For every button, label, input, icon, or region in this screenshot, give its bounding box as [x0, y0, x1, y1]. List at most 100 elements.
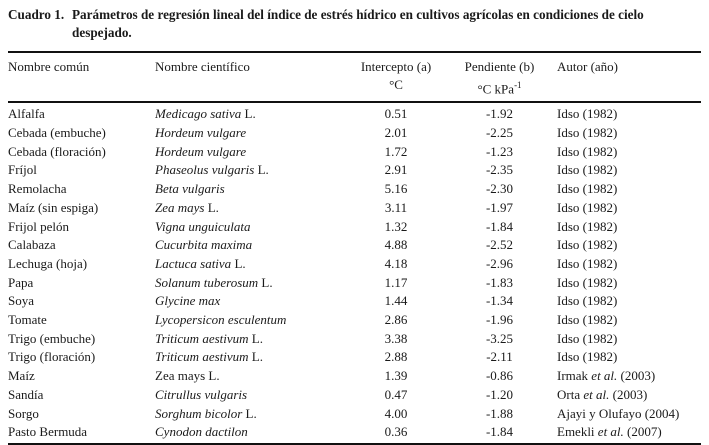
author-name: Idso (1982): [557, 274, 618, 290]
intercept-cell: 0.51: [384, 106, 408, 122]
common-name-cell: Sandía: [8, 386, 44, 402]
common-name-cell: Alfalfa: [8, 106, 45, 122]
table-row: Pasto Bermuda Cynodon dactilon 0.36 -1.84 Em…: [8, 423, 701, 444]
slope-cell: -1.83: [485, 274, 514, 290]
scientific-name-suffix: L.: [248, 330, 263, 346]
scientific-name-cell: Zea mays L.: [155, 199, 350, 218]
author-cell: Idso (1982): [557, 330, 701, 349]
author-cell: Emekli et al. (2007): [557, 423, 701, 444]
slope-cell: -2.25: [485, 125, 514, 141]
common-name-cell: Papa: [8, 274, 34, 290]
author-cell: Idso (1982): [557, 274, 701, 293]
table-row: Sorgo Sorghum bicolor L. 4.00 -1.88 Ajayi y …: [8, 405, 701, 424]
scientific-name-italic: Cynodon dactilon: [155, 424, 248, 440]
intercept-cell: 4.00: [384, 405, 408, 421]
slope-cell: -1.88: [485, 405, 514, 421]
intercept-cell: 2.91: [384, 162, 408, 178]
author-name: Idso (1982): [557, 312, 618, 328]
table-row: Cebada (floración) Hordeum vulgare 1.72 -1.…: [8, 143, 701, 162]
scientific-name-suffix: L.: [231, 255, 246, 271]
table-row: Tomate Lycopersicon esculentum 2.86 -1.96 Id…: [8, 311, 701, 330]
scientific-name-italic: Hordeum vulgare: [155, 125, 247, 141]
col-header-author: Autor (año): [557, 59, 619, 74]
scientific-name-suffix: Zea mays L.: [155, 368, 220, 384]
table-row: Frijol pelón Vigna unguiculata 1.32 -1.84 Id…: [8, 218, 701, 237]
scientific-name-italic: Citrullus vulgaris: [155, 386, 248, 402]
slope-cell: -1.97: [485, 199, 514, 215]
table-body: Alfalfa Medicago sativa L. 0.51 -1.92 Idso (…: [8, 102, 701, 444]
table-row: Soya Glycine max 1.44 -1.34 Idso (1982): [8, 292, 701, 311]
author-cell: Idso (1982): [557, 102, 701, 124]
table-row: Trigo (embuche) Triticum aestivum L. 3.38 -…: [8, 330, 701, 349]
table-row: Alfalfa Medicago sativa L. 0.51 -1.92 Idso (…: [8, 102, 701, 124]
slope-unit: °C kPa-1: [477, 80, 522, 97]
intercept-cell: 1.32: [384, 218, 408, 234]
slope-cell: -2.30: [485, 181, 514, 197]
author-name: Idso (1982): [557, 181, 618, 197]
author-name: Idso (1982): [557, 255, 618, 271]
slope-cell: -1.84: [485, 218, 514, 234]
table-caption-text: Parámetros de regresión lineal del índic…: [72, 6, 644, 42]
table-caption-line1: Parámetros de regresión lineal del índic…: [72, 7, 644, 22]
author-cell: Ajayi y Olufayo (2004): [557, 405, 701, 424]
author-name: Idso (1982): [557, 162, 618, 178]
author-year: (2003): [609, 386, 648, 402]
author-name: Idso (1982): [557, 237, 618, 253]
author-cell: Idso (1982): [557, 292, 701, 311]
intercept-cell: 3.11: [384, 199, 408, 215]
common-name-cell: Trigo (embuche): [8, 330, 96, 346]
slope-cell: -2.52: [485, 237, 514, 253]
scientific-name-suffix: L.: [248, 349, 263, 365]
intercept-cell: 1.17: [384, 274, 408, 290]
author-cell: Orta et al. (2003): [557, 386, 701, 405]
scientific-name-italic: Triticum aestivum: [155, 330, 249, 346]
scientific-name-suffix: L.: [242, 405, 257, 421]
author-cell: Idso (1982): [557, 199, 701, 218]
scientific-name-italic: Vigna unguiculata: [155, 218, 251, 234]
intercept-cell: 0.47: [384, 386, 408, 402]
scientific-name-suffix: L.: [241, 106, 256, 122]
intercept-cell: 1.44: [384, 293, 408, 309]
scientific-name-cell: Triticum aestivum L.: [155, 348, 350, 367]
scientific-name-cell: Vigna unguiculata: [155, 218, 350, 237]
intercept-cell: 1.72: [384, 143, 408, 159]
author-cell: Idso (1982): [557, 311, 701, 330]
slope-cell: -1.20: [485, 386, 514, 402]
common-name-cell: Maíz (sin espiga): [8, 199, 99, 215]
scientific-name-cell: Glycine max: [155, 292, 350, 311]
scientific-name-italic: Phaseolus vulgaris: [155, 162, 255, 178]
common-name-cell: Fríjol: [8, 162, 37, 178]
table-row: Fríjol Phaseolus vulgaris L. 2.91 -2.35 Idso…: [8, 161, 701, 180]
slope-cell: -1.96: [485, 312, 514, 328]
common-name-cell: Maíz: [8, 368, 35, 384]
author-name: Idso (1982): [557, 125, 618, 141]
author-year: (2003): [617, 368, 656, 384]
author-cell: Idso (1982): [557, 255, 701, 274]
author-etal: et al.: [591, 368, 618, 384]
author-cell: Idso (1982): [557, 180, 701, 199]
scientific-name-cell: Medicago sativa L.: [155, 102, 350, 124]
scientific-name-cell: Cucurbita maxima: [155, 236, 350, 255]
intercept-unit: °C: [389, 77, 403, 92]
common-name-cell: Pasto Bermuda: [8, 424, 88, 440]
common-name-cell: Remolacha: [8, 181, 67, 197]
col-header-intercept: Intercepto (a) °C: [350, 52, 442, 102]
author-etal: et al.: [583, 386, 610, 402]
slope-cell: -2.11: [486, 349, 513, 365]
scientific-name-cell: Lycopersicon esculentum: [155, 311, 350, 330]
table-row: Lechuga (hoja) Lactuca sativa L. 4.18 -2.96…: [8, 255, 701, 274]
common-name-cell: Trigo (floración): [8, 349, 96, 365]
scientific-name-cell: Hordeum vulgare: [155, 124, 350, 143]
scientific-name-suffix: L.: [204, 199, 219, 215]
scientific-name-cell: Sorghum bicolor L.: [155, 405, 350, 424]
author-cell: Idso (1982): [557, 143, 701, 162]
common-name-cell: Tomate: [8, 312, 47, 328]
scientific-name-cell: Hordeum vulgare: [155, 143, 350, 162]
intercept-cell: 2.86: [384, 312, 408, 328]
author-name: Emekli: [557, 424, 598, 440]
author-name: Orta: [557, 386, 584, 402]
scientific-name-cell: Lactuca sativa L.: [155, 255, 350, 274]
author-etal: et al.: [597, 424, 624, 440]
common-name-cell: Frijol pelón: [8, 218, 70, 234]
scientific-name-cell: Zea mays L.: [155, 367, 350, 386]
